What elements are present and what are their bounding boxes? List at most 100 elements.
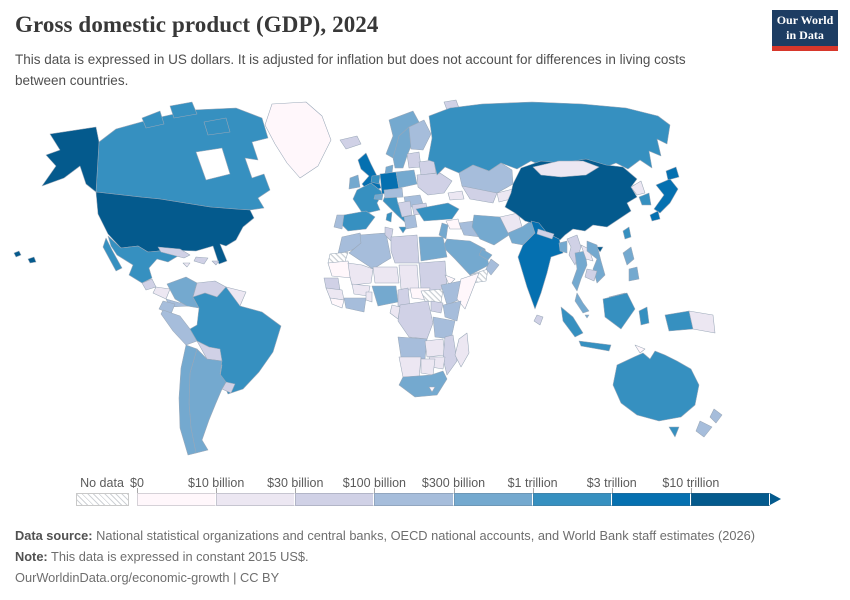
country-levant[interactable] (438, 222, 449, 240)
country-poland[interactable] (395, 169, 418, 189)
country-caucasus[interactable] (447, 190, 465, 201)
country-japan-kyushu[interactable] (649, 210, 661, 222)
country-usa-alaska[interactable] (41, 126, 100, 193)
country-canada-arctic[interactable] (169, 101, 198, 119)
country-turkey[interactable] (415, 202, 460, 222)
country-somalia[interactable] (456, 272, 480, 310)
country-gulf-states[interactable] (478, 248, 493, 261)
country-uzbekistan[interactable] (461, 185, 498, 204)
country-philippines-luzon[interactable] (622, 246, 635, 266)
country-indonesia-papua[interactable] (664, 310, 694, 332)
legend-bin[interactable] (374, 493, 454, 506)
country-singapore[interactable] (584, 314, 590, 319)
country-hispaniola[interactable] (193, 256, 209, 265)
country-philippines-mindanao[interactable] (628, 266, 640, 282)
country-mozambique[interactable] (442, 334, 458, 376)
country-argentina[interactable] (188, 348, 227, 454)
country-japan-honshu[interactable] (653, 178, 679, 214)
country-sierra-leone-liberia[interactable] (329, 297, 345, 309)
world-choropleth-map[interactable] (0, 98, 790, 466)
country-syria[interactable] (445, 218, 462, 230)
country-chile[interactable] (178, 344, 198, 456)
country-cambodia[interactable] (584, 268, 598, 282)
country-eritrea[interactable] (444, 274, 456, 286)
country-australia-tasmania[interactable] (668, 426, 680, 438)
country-new-zealand-north[interactable] (709, 408, 723, 424)
country-indonesia-sulawesi[interactable] (638, 306, 650, 326)
country-papua-new-guinea[interactable] (688, 310, 716, 334)
country-laos[interactable] (580, 244, 594, 262)
country-usa-hawaii[interactable] (13, 250, 22, 258)
legend-bin[interactable] (453, 493, 533, 506)
country-guinea[interactable] (325, 287, 345, 301)
country-bangladesh[interactable] (558, 240, 568, 254)
country-mongolia[interactable] (532, 160, 600, 178)
country-malaysia[interactable] (574, 292, 590, 314)
country-taiwan[interactable] (622, 226, 632, 240)
country-nepal[interactable] (536, 228, 555, 240)
country-greenland[interactable] (264, 101, 332, 179)
country-japan-hokkaido[interactable] (665, 166, 680, 181)
country-italy-sardinia[interactable] (385, 211, 393, 223)
country-china[interactable] (504, 158, 638, 242)
country-mexico-baja[interactable] (102, 237, 123, 272)
country-libya[interactable] (390, 234, 420, 264)
legend-bar[interactable] (137, 488, 781, 506)
country-portugal[interactable] (333, 214, 345, 230)
country-uganda[interactable] (430, 300, 444, 314)
country-botswana[interactable] (420, 358, 436, 376)
no-data-swatch[interactable] (76, 493, 129, 506)
country-spain[interactable] (339, 210, 376, 232)
legend-bin[interactable] (137, 493, 217, 506)
country-north-korea[interactable] (630, 180, 646, 196)
country-madagascar[interactable] (454, 332, 470, 368)
country-angola[interactable] (397, 336, 428, 360)
country-france[interactable] (352, 182, 383, 215)
country-indonesia-sumatra[interactable] (560, 306, 584, 338)
country-nigeria[interactable] (371, 285, 399, 307)
country-south-africa[interactable] (398, 370, 448, 398)
country-cote-divoire-ghana[interactable] (343, 297, 367, 313)
owid-link[interactable]: OurWorldinData.org/economic-growth | CC … (15, 569, 280, 585)
country-greece[interactable] (403, 214, 418, 230)
country-indonesia-borneo[interactable] (602, 292, 636, 330)
country-egypt[interactable] (418, 236, 448, 262)
country-togo-benin[interactable] (365, 291, 373, 303)
country-zambia[interactable] (424, 338, 446, 358)
country-balkans[interactable] (397, 200, 413, 218)
country-usa-hawaii[interactable] (27, 256, 37, 264)
country-benelux[interactable] (370, 174, 381, 185)
country-mexico[interactable] (107, 235, 179, 284)
country-puerto-rico[interactable] (211, 260, 220, 266)
country-niger[interactable] (372, 266, 400, 284)
legend-bin[interactable] (295, 493, 375, 506)
country-honduras-nicaragua[interactable] (152, 286, 171, 300)
country-peru[interactable] (160, 309, 198, 346)
country-switzerland[interactable] (373, 193, 384, 201)
country-baltics[interactable] (406, 151, 422, 169)
country-oman[interactable] (485, 258, 500, 276)
legend-bin[interactable] (690, 493, 770, 506)
country-bolivia[interactable] (196, 340, 223, 362)
country-kenya[interactable] (442, 300, 462, 322)
owid-logo[interactable]: Our World in Data (772, 10, 838, 51)
country-jamaica[interactable] (182, 262, 191, 268)
country-australia[interactable] (612, 350, 700, 422)
country-ireland[interactable] (348, 174, 361, 190)
country-new-zealand-south[interactable] (695, 420, 713, 438)
country-canada-arctic[interactable] (141, 110, 165, 129)
country-gabon-congo[interactable] (389, 304, 401, 320)
country-india[interactable] (517, 220, 564, 310)
country-lesotho[interactable] (428, 386, 436, 393)
legend-bin[interactable] (216, 493, 296, 506)
country-canada-arctic[interactable] (203, 117, 231, 136)
country-iceland[interactable] (339, 135, 362, 150)
country-south-korea[interactable] (638, 192, 652, 206)
country-china-hainan[interactable] (596, 246, 604, 253)
country-cuba[interactable] (157, 246, 191, 259)
country-dr-congo[interactable] (397, 300, 434, 340)
country-ukraine[interactable] (416, 172, 453, 196)
country-belarus[interactable] (418, 159, 437, 176)
legend-bin[interactable] (532, 493, 612, 506)
country-vietnam[interactable] (586, 240, 606, 284)
